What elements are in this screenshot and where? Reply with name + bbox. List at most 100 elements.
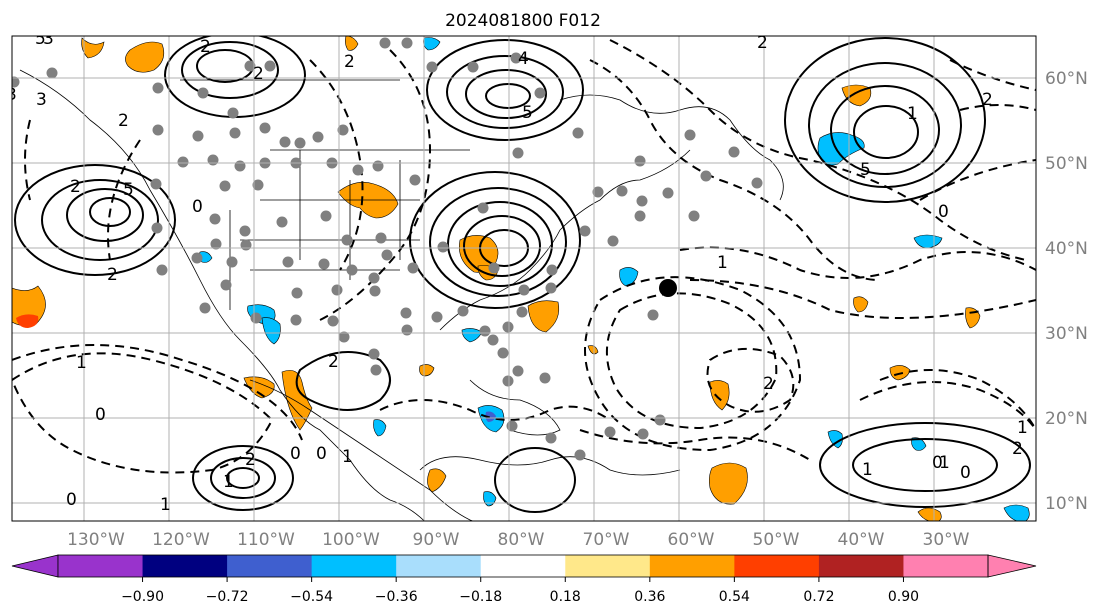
longitude-label: 120°W — [152, 530, 210, 550]
latitude-label: 50°N — [1045, 154, 1088, 174]
contour-label: 0 — [192, 197, 203, 217]
blue-shade — [913, 234, 943, 249]
contour-line — [12, 352, 274, 474]
contour-label: 0 — [316, 444, 327, 464]
contour-line — [706, 347, 795, 413]
gridlines — [12, 36, 1036, 521]
contour-label: 2 — [344, 52, 355, 72]
colorbar-extend-min — [11, 554, 59, 578]
contour-label: 1 — [76, 353, 87, 373]
contour-label: 1 — [160, 495, 171, 515]
contour-line — [409, 171, 581, 309]
contour-line — [24, 119, 141, 261]
longitude-label: 60°W — [668, 530, 715, 550]
contour-label: 0 — [932, 453, 943, 473]
map-background — [12, 36, 1036, 521]
contour-label: 2 — [763, 374, 774, 394]
contour-line — [14, 164, 176, 276]
contour-label: 2 — [1012, 439, 1023, 459]
contour-line — [819, 422, 1031, 508]
contour-line — [192, 445, 294, 511]
colorbar-segment — [396, 555, 482, 577]
colorbar-extend-max — [987, 554, 1037, 578]
colorbar-segment — [565, 555, 651, 577]
colorbar-segment — [58, 555, 144, 577]
longitude-label: 130°W — [67, 530, 125, 550]
contour-line — [429, 187, 567, 297]
latitude-label: 40°N — [1045, 239, 1088, 259]
contour-line — [852, 438, 998, 492]
contour-line — [689, 279, 1036, 319]
contour-line — [295, 351, 391, 411]
longitude-label: 40°W — [838, 530, 885, 550]
colorbar-tick-label: 0.72 — [803, 589, 834, 605]
colorbar — [11, 554, 1037, 578]
contour-label: 0 — [938, 202, 949, 222]
longitude-label: 110°W — [237, 530, 295, 550]
contour-label: 0 — [66, 490, 77, 510]
contour-line — [853, 105, 919, 159]
contour-line — [879, 369, 1036, 431]
contour-line — [609, 39, 1027, 261]
contour-line — [679, 246, 1036, 279]
colorbar-tick-label: −0.18 — [459, 589, 502, 605]
colorbar-segment — [818, 555, 904, 577]
dark-blue-shade — [485, 411, 496, 422]
contour-label: 5 — [522, 103, 533, 123]
orange-shade — [527, 300, 560, 333]
contour-line — [181, 41, 279, 99]
colorbar-tick-label: 0.90 — [888, 589, 919, 605]
colorbar-tick-label: 0.54 — [719, 589, 750, 605]
contour-label: 2 — [70, 177, 81, 197]
contour-line — [210, 457, 276, 499]
contour-label: 3 — [43, 29, 54, 49]
contour-label: 2 — [253, 64, 264, 84]
contour-label: 3 — [36, 90, 47, 110]
blue-shade — [827, 430, 843, 449]
contour-line — [859, 381, 1036, 431]
blue-shade — [619, 267, 639, 287]
colorbar-segment — [142, 555, 228, 577]
contour-line — [784, 37, 986, 203]
map-frame — [11, 35, 1037, 522]
contour-line — [589, 59, 881, 281]
contour-label: 2 — [245, 450, 256, 470]
contour-line — [606, 292, 778, 430]
orange-shade — [917, 507, 942, 521]
orange-shade — [427, 468, 447, 493]
colorbar-tick-label: −0.36 — [375, 589, 418, 605]
orange-shade — [853, 296, 869, 313]
orange-shade — [587, 345, 599, 355]
contour-line — [494, 447, 576, 513]
contour-label: 2 — [118, 111, 129, 131]
contour-label: 1 — [223, 472, 234, 492]
contour-line — [41, 179, 159, 261]
contour-label: 2 — [200, 37, 211, 57]
orange-shade — [243, 376, 275, 399]
contour-label: 1 — [1017, 418, 1028, 438]
red-shade — [16, 314, 39, 328]
contour-label: 2 — [757, 33, 768, 53]
colorbar-frame — [57, 554, 989, 578]
colorbar-segment — [227, 555, 313, 577]
contour-line — [446, 55, 564, 129]
contour-label: 2 — [107, 265, 118, 285]
colorbar-ticks: −0.90 −0.72 −0.54 −0.36 −0.18 0.18 0.36 0.54 0.7… — [121, 577, 919, 605]
orange-shade — [81, 37, 105, 59]
longitude-label: 90°W — [413, 530, 460, 550]
longitude-label: 70°W — [583, 530, 630, 550]
contour-label: 0 — [95, 405, 106, 425]
longitude-label: 100°W — [322, 530, 380, 550]
contour-line — [579, 429, 811, 461]
contour-line — [12, 344, 303, 441]
orange-shade — [459, 235, 499, 273]
contour-line — [66, 188, 144, 242]
contour-label: 1 — [939, 453, 950, 473]
colorbar-segment — [649, 555, 735, 577]
blue-shade — [483, 491, 497, 507]
contour-line — [226, 467, 260, 489]
contour-label: 2 — [2, 61, 13, 81]
contour-line — [89, 197, 131, 227]
